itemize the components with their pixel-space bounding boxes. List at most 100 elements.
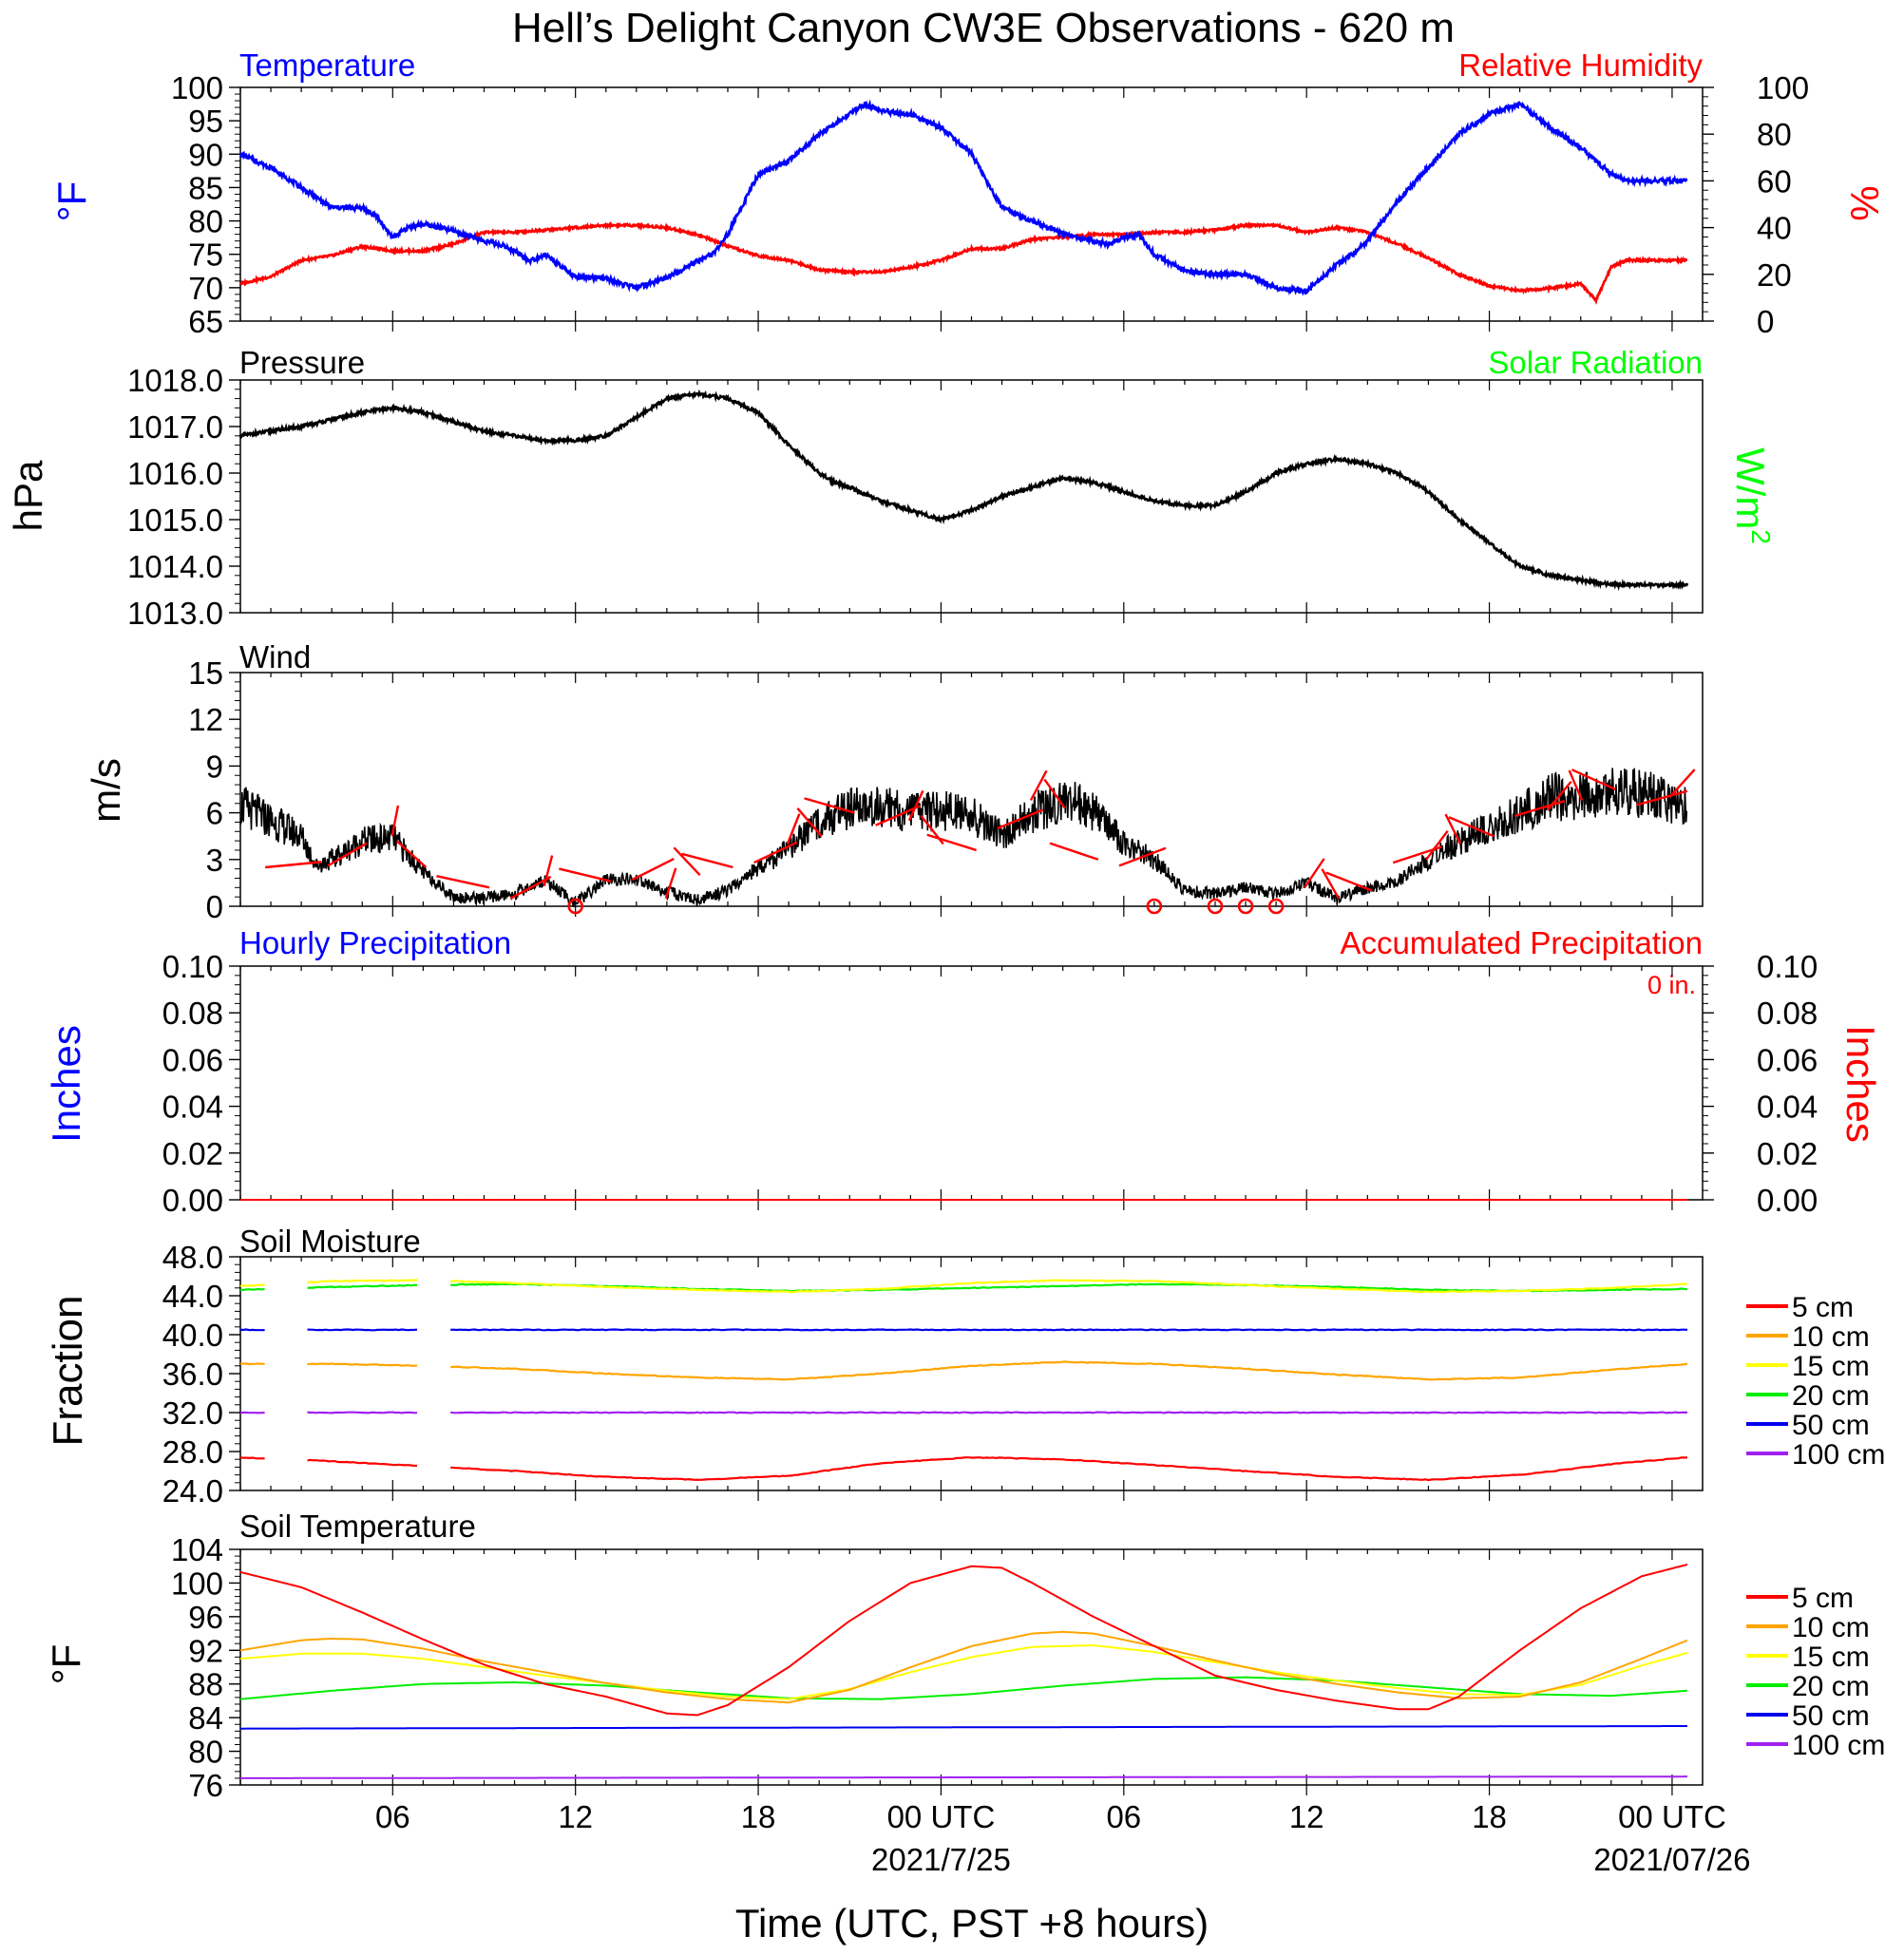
wind-barb	[395, 840, 428, 868]
pressure-ylabel: hPa	[6, 460, 50, 531]
x-tick-label: 18	[741, 1799, 776, 1834]
x-date-label: 2021/07/26	[1593, 1842, 1750, 1877]
y-tick-label: 1015.0	[127, 503, 223, 538]
y-tick-label: 40	[1757, 211, 1792, 246]
y-tick-label: 0.06	[162, 1042, 223, 1077]
legend-label: 10 cm	[1792, 1321, 1870, 1353]
humidity-ylabel: %	[1842, 185, 1887, 220]
wind-barb	[1049, 842, 1099, 861]
precip-ylabel-left: Inches	[44, 1025, 88, 1143]
wind-barb	[907, 789, 924, 822]
y-tick-label: 0.10	[162, 949, 223, 984]
y-tick-label: 0.04	[1757, 1090, 1818, 1125]
accum-precip-title: Accumulated Precipitation	[1340, 925, 1703, 960]
solar-title: Solar Radiation	[1488, 345, 1703, 380]
precip-ylabel-right: Inches	[1838, 1025, 1883, 1143]
soil-moisture-line-100cm	[239, 1411, 1687, 1414]
y-tick-label: 80	[188, 204, 223, 239]
y-tick-label: 100	[1757, 70, 1809, 105]
plot-frame	[239, 379, 1704, 614]
pressure-plot-area	[238, 379, 1704, 623]
wind-barb	[1668, 769, 1696, 799]
wind-barb	[1425, 830, 1449, 861]
wind-barb	[1571, 769, 1616, 791]
y-tick-label: 28.0	[162, 1434, 223, 1470]
y-tick-label: 95	[188, 104, 223, 139]
y-tick-label: 70	[188, 271, 223, 306]
temperature-ylabel: °F	[49, 181, 94, 221]
x-tick-labels: 06 12 18 00 UTC 06 12 18 00 UTC	[375, 1799, 1726, 1834]
y-tick-label: 15	[188, 655, 223, 691]
y-tick-label: 24.0	[162, 1473, 223, 1509]
soil-moisture-y-ticks: 24.028.032.036.0 40.0 44.0 48.0	[162, 1240, 240, 1509]
wind-barb	[1304, 858, 1325, 888]
wind-barb	[1636, 789, 1688, 807]
pressure-y-ticks: 1013.0 1014.0 1015.0 1016.0 1017.0 1018.0	[127, 363, 240, 631]
y-tick-label: 40.0	[162, 1318, 223, 1353]
legend-label: 5 cm	[1792, 1292, 1854, 1323]
legend-label: 20 cm	[1792, 1671, 1870, 1702]
y-tick-label: 100	[171, 70, 223, 105]
wind-barb	[436, 875, 490, 889]
legend-label: 50 cm	[1792, 1700, 1870, 1732]
soil-temperature-line-5cm	[239, 1563, 1688, 1717]
temperature-plot-area	[239, 86, 1704, 332]
y-tick-label: 0.08	[1757, 996, 1818, 1031]
y-tick-label: 0.02	[1757, 1136, 1818, 1171]
wind-ylabel: m/s	[84, 758, 128, 823]
wind-speed-line	[239, 768, 1688, 908]
y-tick-label: 1014.0	[127, 549, 223, 584]
y-tick-label: 0.00	[1757, 1183, 1818, 1218]
temperature-title: Temperature	[239, 47, 415, 83]
y-tick-label: 1018.0	[127, 363, 223, 398]
y-tick-label: 0.02	[162, 1136, 223, 1171]
wind-barb	[997, 808, 1044, 830]
y-tick-label: 1017.0	[127, 409, 223, 445]
y-tick-label: 104	[171, 1532, 223, 1567]
soil-temperature-line-50cm	[240, 1725, 1687, 1730]
y-tick-label: 36.0	[162, 1357, 223, 1392]
temperature-panel: Temperature Relative Humidity °F % 65707…	[49, 47, 1887, 339]
wind-barb	[664, 867, 677, 900]
soil-moisture-plot-area	[239, 1256, 1704, 1501]
wind-barb	[796, 807, 823, 837]
soil-moisture-title: Soil Moisture	[239, 1224, 421, 1259]
calm-wind-circle	[1207, 898, 1224, 915]
y-tick-label: 76	[188, 1768, 223, 1803]
y-tick-label: 6	[206, 796, 223, 831]
plot-frame	[239, 1548, 1704, 1786]
x-tick-label: 06	[375, 1799, 410, 1834]
wind-barb	[673, 846, 701, 877]
y-tick-label: 90	[188, 137, 223, 172]
y-tick-label: 0	[1757, 304, 1774, 339]
y-tick-label: 48.0	[162, 1240, 223, 1275]
wind-barb	[786, 813, 801, 845]
wind-barb	[1547, 780, 1572, 811]
precip-panel: Hourly Precipitation Accumulated Precipi…	[44, 925, 1883, 1218]
wind-barb	[1444, 813, 1462, 845]
solar-ylabel: W/m2	[1728, 447, 1776, 544]
soil-temperature-title: Soil Temperature	[239, 1509, 476, 1544]
y-tick-label: 88	[188, 1667, 223, 1702]
wind-barb	[681, 852, 733, 869]
y-tick-label: 44.0	[162, 1279, 223, 1314]
y-tick-label: 80	[188, 1735, 223, 1770]
pressure-title: Pressure	[239, 345, 365, 380]
soil-temperature-line-15cm	[239, 1643, 1688, 1700]
temperature-line	[239, 99, 1688, 296]
legend-label: 15 cm	[1792, 1351, 1870, 1382]
x-tick-label: 00 UTC	[1618, 1799, 1726, 1834]
humidity-line	[239, 220, 1688, 305]
soil-moisture-line-10cm	[239, 1360, 1688, 1381]
wind-barb	[265, 861, 322, 869]
wind-barb	[1029, 769, 1048, 802]
y-tick-label: 0.10	[1757, 949, 1818, 984]
soil-moisture-panel: Soil Moisture Fraction 24.028.032.036.0 4…	[45, 1224, 1885, 1509]
wind-barb	[1514, 800, 1566, 818]
y-tick-label: 3	[206, 843, 223, 878]
y-tick-label: 20	[1757, 257, 1792, 293]
y-tick-label: 75	[188, 237, 223, 273]
x-tick-label: 12	[558, 1799, 593, 1834]
